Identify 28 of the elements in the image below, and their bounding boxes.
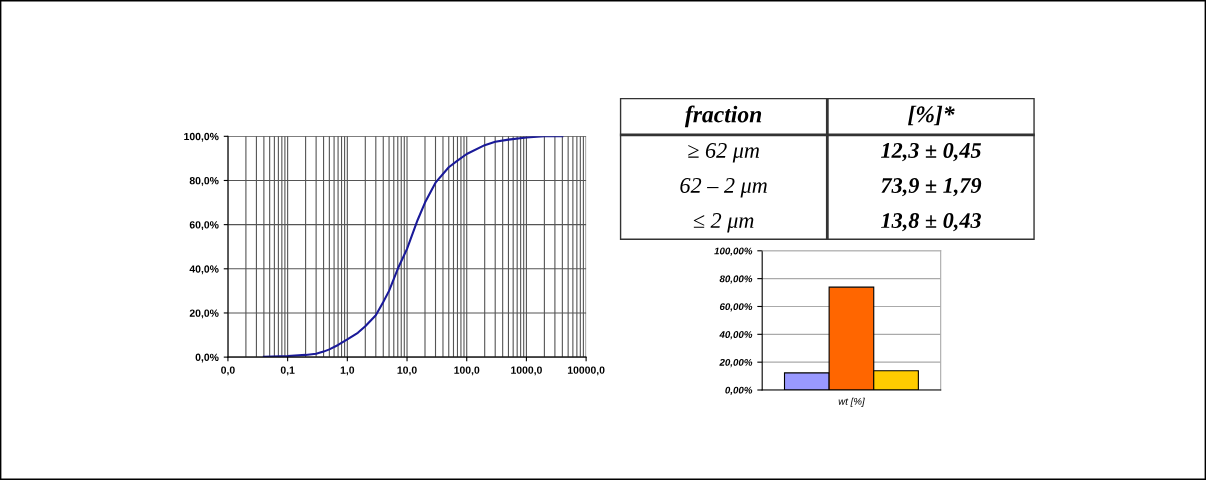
y-tick-label: 80,0% [189,176,219,186]
text: 13,8 ± 0,43 [881,213,981,232]
text: fraction [684,105,762,128]
y-tick-label: 60,0% [189,221,219,231]
x-tick-label: 1,0 [340,366,355,376]
text: 62 – 2 μm [680,178,767,198]
y-tick-label: 80,00% [719,275,753,284]
y-tick-label: 0,00% [725,386,753,396]
text: ≥ 62 μm [688,142,760,163]
text: 12,3 ± 0,45 [881,142,981,162]
y-tick-label: 100,0% [184,132,219,142]
text: ≤ 2 μm [693,213,754,233]
x-tick-label: 10000,0 [567,366,605,376]
x-tick-label: 0,1 [280,366,295,376]
y-tick-label: 20,0% [189,309,219,319]
y-tick-label: 40,0% [189,265,219,275]
y-tick-label: 20,00% [719,358,753,368]
x-tick-label: 100,0 [454,366,480,376]
y-tick-label: 0,0% [195,353,219,363]
x-tick-label: 1000,0 [511,366,542,376]
x-tick-label: 10,0 [397,366,417,376]
y-tick-label: 60,00% [719,303,753,312]
y-tick-label: 100,00% [714,247,753,256]
x-axis-title: wt [%] [838,397,865,407]
y-tick-label: 40,00% [719,331,753,340]
text: 73,9 ± 1,79 [881,178,982,197]
text: [%]* [908,105,955,126]
x-tick-label: 0,0 [221,366,235,376]
